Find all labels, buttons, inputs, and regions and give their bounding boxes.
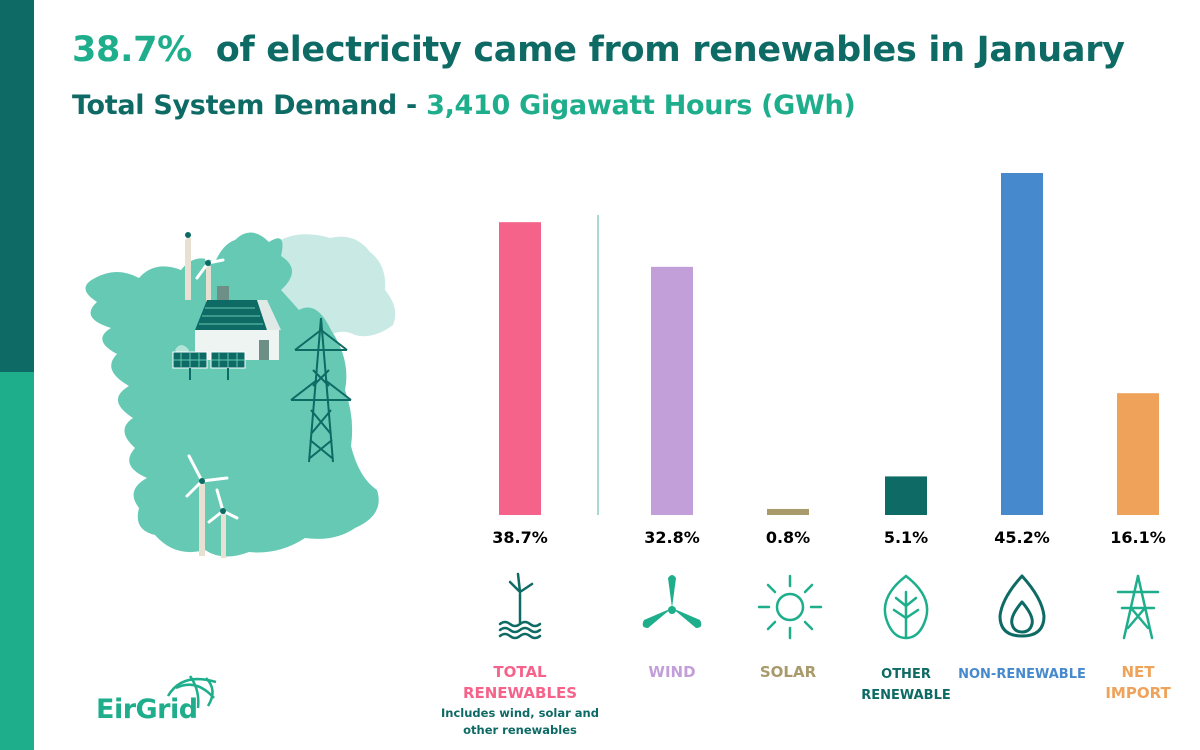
wind-turbine-3-icon	[185, 454, 229, 556]
left-stripe-light	[0, 372, 34, 750]
category-label-solar: SOLAR	[718, 662, 858, 683]
category-label-line: NET	[1121, 663, 1155, 681]
bar-non-renewable	[1001, 173, 1043, 515]
value-label-total-renewables: 38.7%	[492, 528, 548, 547]
category-label-line: IMPORT	[1105, 684, 1171, 702]
eirgrid-logo: EirGrid	[96, 668, 226, 728]
category-label-total-renewables: TOTAL RENEWABLES	[450, 662, 590, 704]
bar-total-renewables	[499, 222, 541, 516]
note-line: other renewables	[463, 723, 577, 737]
value-label-net-import: 16.1%	[1110, 528, 1166, 547]
logo-globe-icon	[166, 675, 217, 708]
leaf-icon	[883, 574, 929, 640]
wind-turbine-1-icon	[173, 202, 207, 300]
category-label-wind: WIND	[602, 662, 742, 683]
ireland-map-illustration	[85, 202, 396, 558]
wind-blades-icon	[642, 575, 702, 628]
pylon-icon	[1116, 574, 1160, 640]
left-stripe-dark	[0, 0, 34, 372]
wind-turbine-water-icon	[498, 572, 542, 640]
wind-turbine-4-icon	[207, 488, 239, 558]
title-text: of electricity came from renewables in J…	[215, 30, 1125, 70]
category-label-line: RENEWABLE	[861, 688, 951, 703]
wind-turbine-2-icon	[195, 240, 225, 302]
pylon-illustration-icon	[290, 317, 352, 463]
category-label-net-import: NET IMPORT	[1068, 662, 1200, 704]
logo-text: EirGrid	[96, 694, 198, 725]
category-label-line: RENEWABLES	[462, 684, 578, 702]
subtitle-text: Total System Demand -	[72, 90, 427, 121]
bar-solar	[767, 508, 809, 515]
category-label-other-renewable: OTHER RENEWABLE	[836, 664, 976, 706]
value-label-wind: 32.8%	[644, 528, 700, 547]
solar-panels-icon	[172, 351, 246, 380]
category-label-line: TOTAL	[493, 663, 547, 681]
title-highlight: 38.7%	[72, 30, 192, 70]
subtitle-highlight: 3,410 Gigawatt Hours (GWh)	[426, 90, 856, 121]
flame-icon	[998, 574, 1046, 638]
chart-title: 38.7% of electricity came from renewable…	[72, 30, 1125, 70]
category-label-line: NON-RENEWABLE	[958, 667, 1086, 682]
value-label-non-renewable: 45.2%	[994, 528, 1050, 547]
note-line: Includes wind, solar and	[441, 706, 599, 720]
bar-chart	[499, 173, 1159, 516]
chart-subtitle: Total System Demand - 3,410 Gigawatt Hou…	[72, 90, 856, 121]
total-renewables-note: Includes wind, solar and other renewable…	[440, 705, 600, 739]
ireland-map	[85, 232, 379, 557]
value-label-solar: 0.8%	[765, 528, 811, 547]
category-label-line: OTHER	[881, 667, 931, 682]
sun-icon	[757, 574, 823, 640]
value-label-other-renewable: 5.1%	[883, 528, 929, 547]
bar-other-renewable	[885, 476, 927, 515]
bar-net-import	[1117, 393, 1159, 515]
category-label-line: WIND	[648, 663, 696, 681]
bar-wind	[651, 266, 693, 515]
category-label-line: SOLAR	[759, 663, 817, 681]
category-label-non-renewable: NON-RENEWABLE	[952, 664, 1092, 685]
